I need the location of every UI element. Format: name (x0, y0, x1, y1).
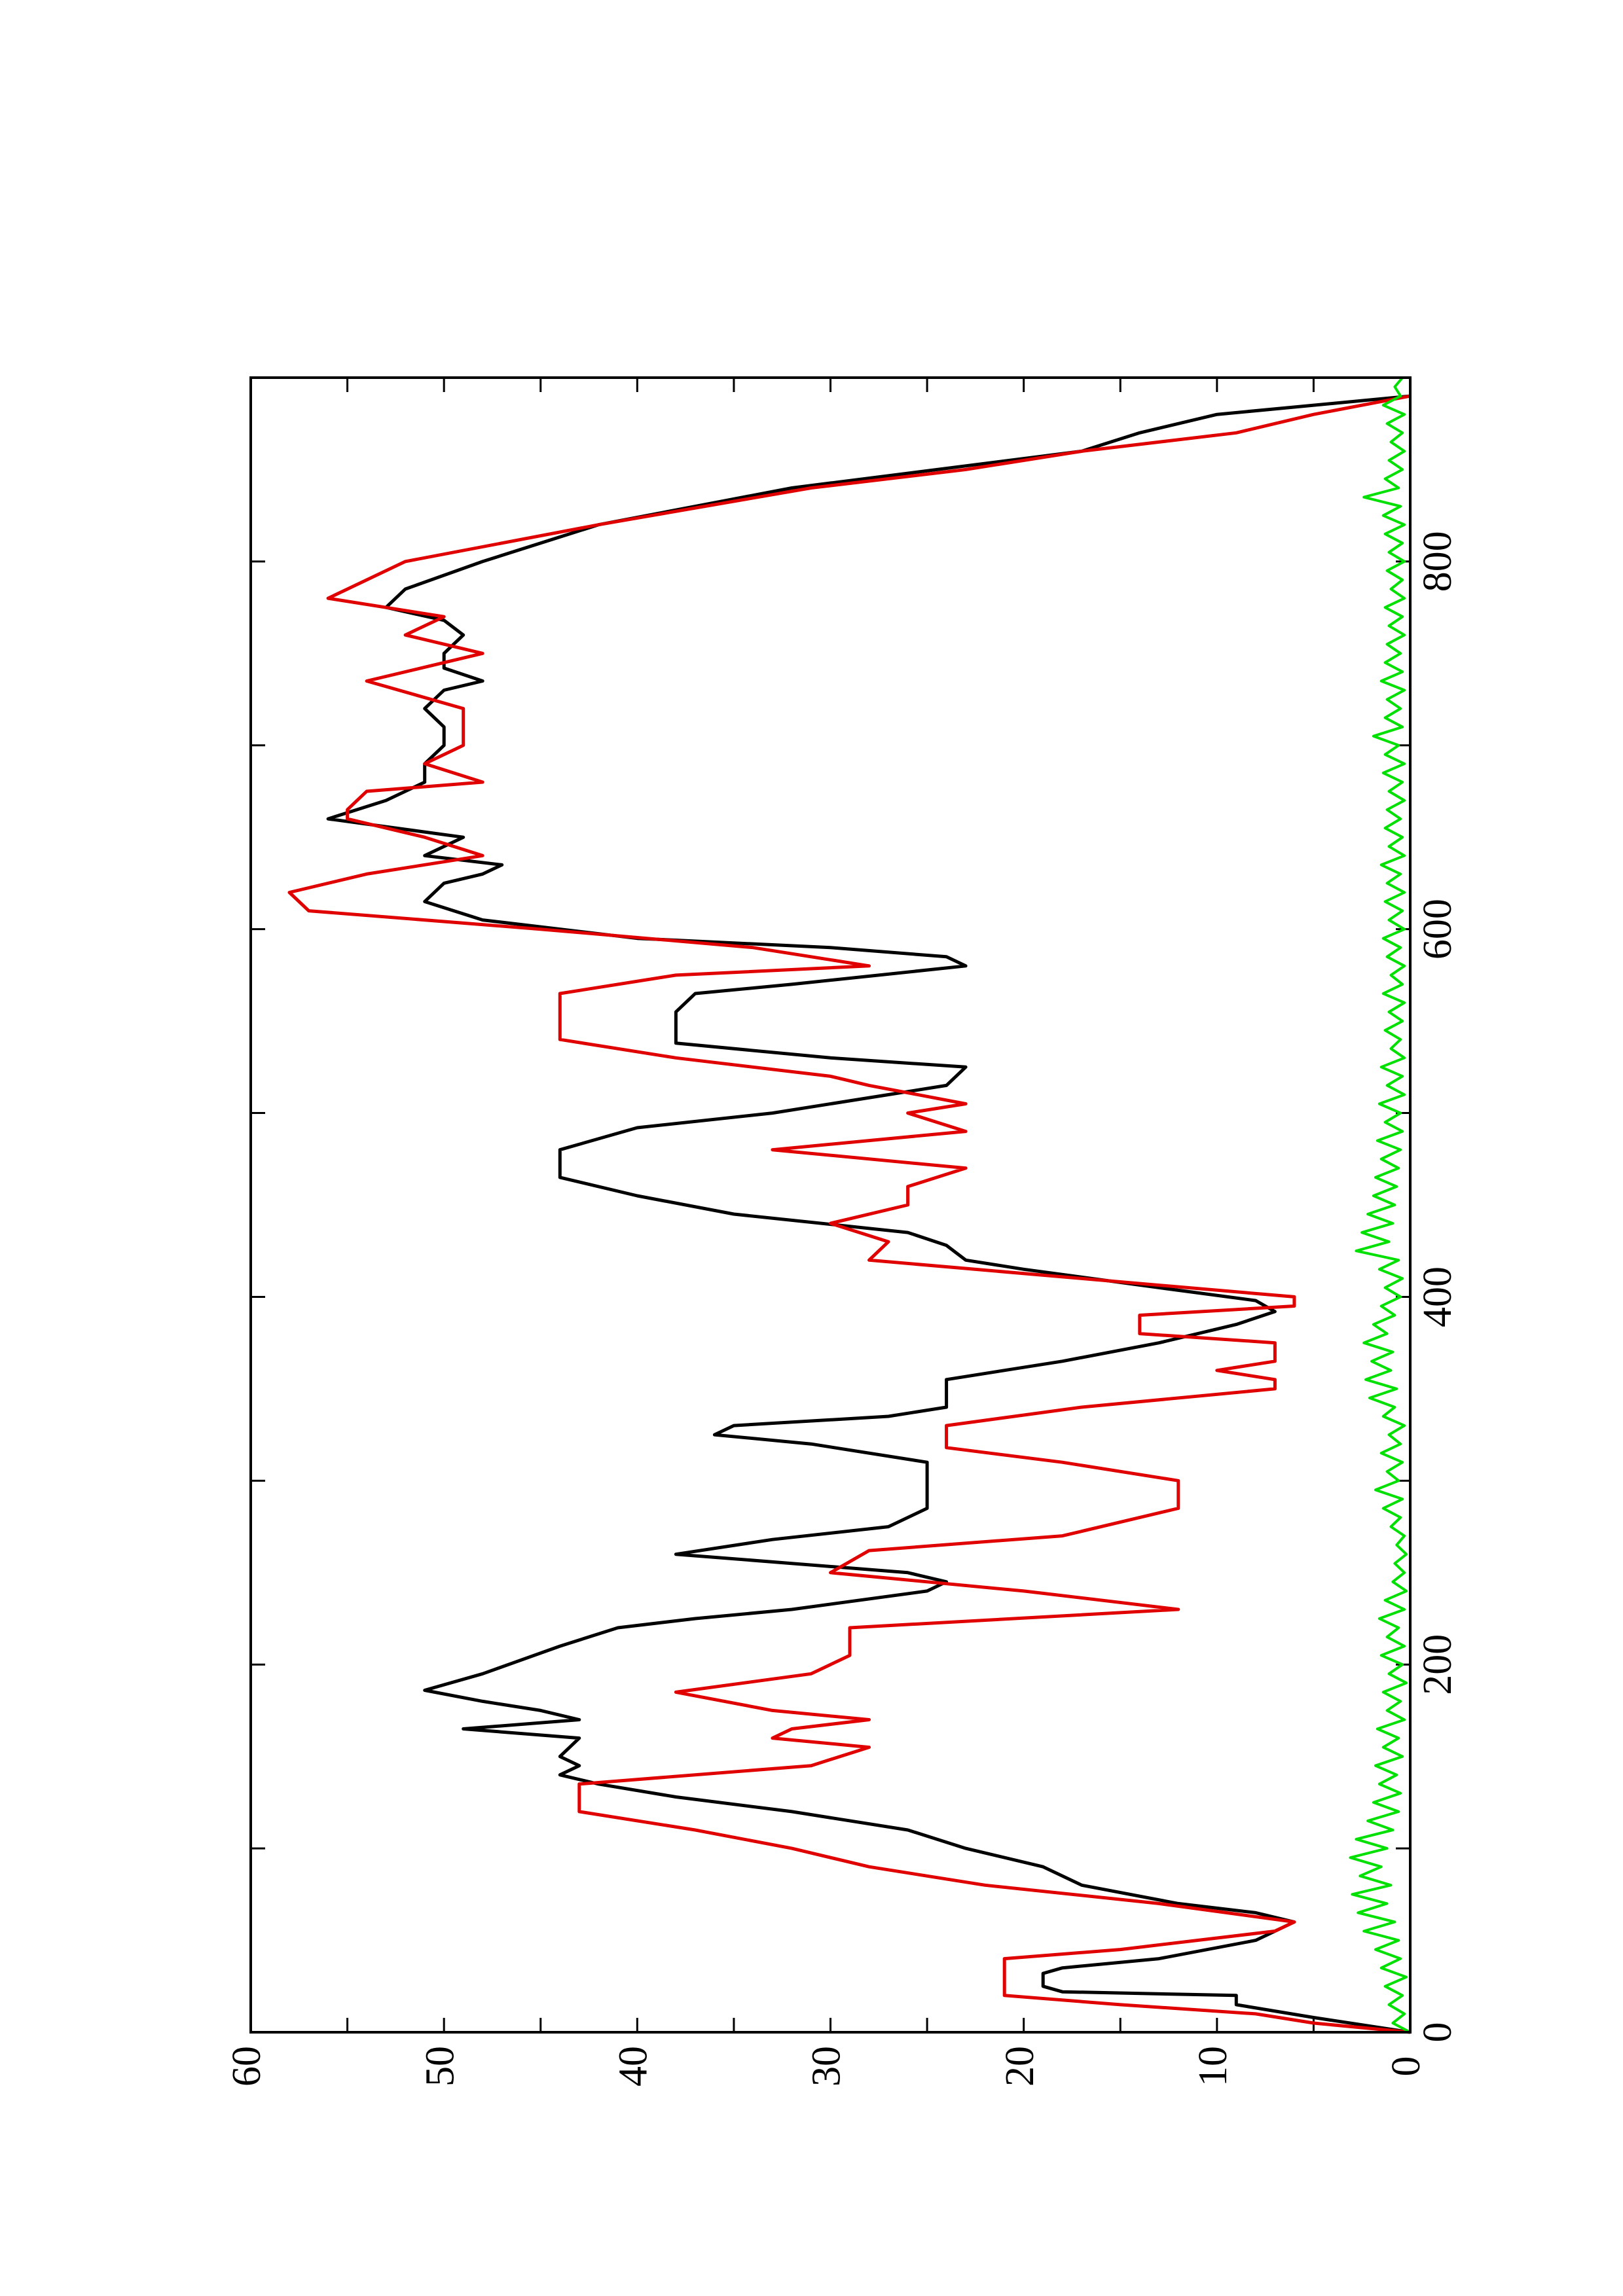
y-tick-label: 20 (998, 2046, 1042, 2087)
series-layer (287, 376, 1411, 2034)
series-green-line (1349, 376, 1411, 2034)
x-tick-label: 0 (1415, 2022, 1460, 2043)
x-tick-label: 600 (1415, 899, 1460, 960)
y-tick-label: 0 (1384, 2056, 1429, 2077)
tick-labels: 0 200 400 600 800 0 10 20 30 40 50 60 (225, 531, 1460, 2087)
y-tick-label: 30 (805, 2046, 849, 2087)
x-tick-label: 800 (1415, 531, 1460, 592)
y-tick-label: 60 (225, 2046, 269, 2087)
series-red-line (287, 394, 1411, 2034)
y-tick-label: 10 (1191, 2046, 1235, 2087)
x-tick-label: 400 (1415, 1266, 1460, 1327)
x-tick-label: 200 (1415, 1634, 1460, 1695)
y-tick-label: 50 (418, 2046, 462, 2087)
plot-frame (249, 376, 1412, 2034)
y-tick-label: 40 (611, 2046, 656, 2087)
